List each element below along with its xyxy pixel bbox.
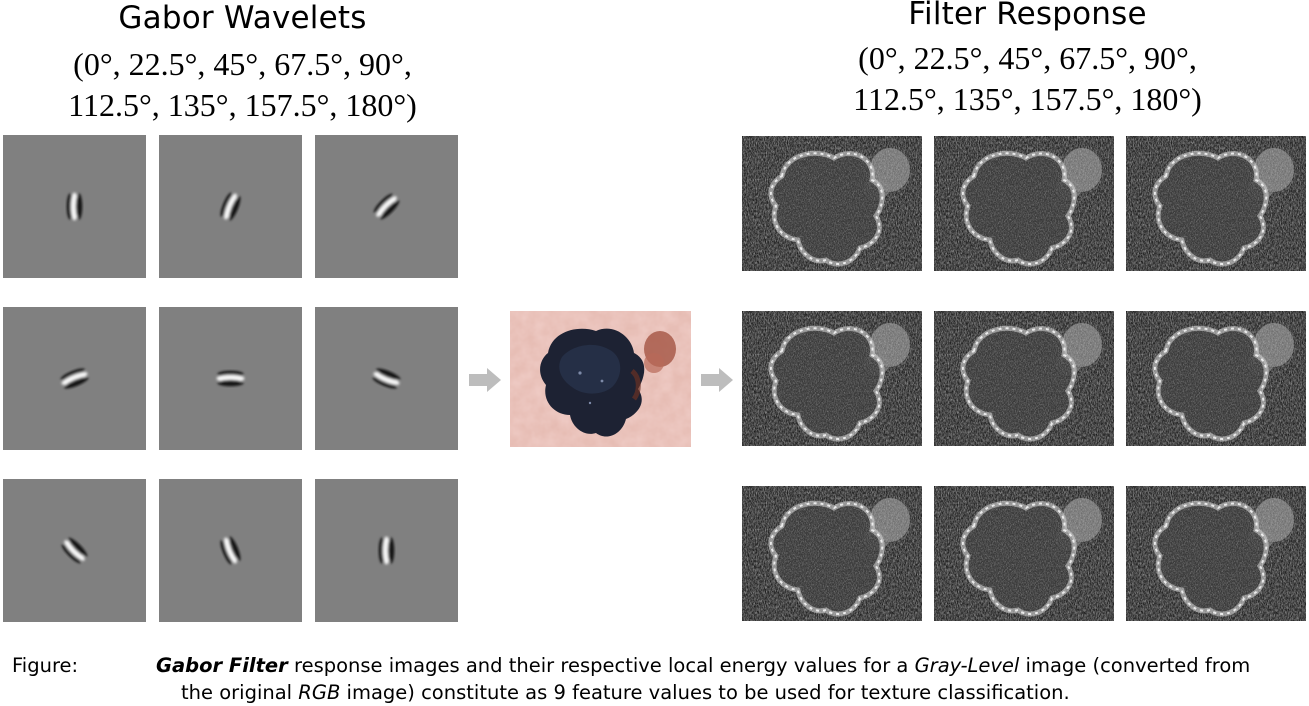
caption-emph-gray-level: Gray-Level [914, 654, 1020, 677]
gabor-kernel-tile [315, 307, 458, 450]
response-title: Filter Response [908, 0, 1147, 32]
response-angles-line2: 112.5°, 135°, 157.5°, 180°) [853, 81, 1202, 117]
figure-caption-label: Figure: [12, 654, 79, 677]
caption-text: the original [181, 681, 299, 704]
filter-response-tile [934, 136, 1114, 271]
figure-caption-line2: the original RGB image) constitute as 9 … [181, 679, 1070, 706]
gabor-kernel-tile [3, 135, 146, 278]
response-angles-line1: (0°, 22.5°, 45°, 67.5°, 90°, [858, 40, 1197, 76]
filter-response-tile [1126, 136, 1306, 271]
filter-response-tile [742, 311, 922, 446]
filter-response-tile [934, 486, 1114, 621]
wavelets-title: Gabor Wavelets [118, 0, 367, 36]
caption-emph-rgb: RGB [298, 681, 341, 704]
caption-emph-gabor-filter: Gabor Filter [156, 654, 288, 677]
wavelets-angles-line1: (0°, 22.5°, 45°, 67.5°, 90°, [73, 46, 412, 82]
caption-text: image) constitute as 9 feature values to… [340, 681, 1070, 704]
gabor-kernel-tile [159, 307, 302, 450]
gabor-kernel-tile [159, 135, 302, 278]
filter-response-tile [742, 486, 922, 621]
filter-response-tile [742, 136, 922, 271]
gabor-kernel-tile [3, 307, 146, 450]
arrow-right-icon [701, 368, 733, 392]
filter-response-tile [934, 311, 1114, 446]
gabor-kernel-tile [159, 479, 302, 622]
caption-text: response images and their respective loc… [287, 654, 915, 677]
gabor-kernel-tile [3, 479, 146, 622]
gabor-kernel-tile [315, 479, 458, 622]
caption-text: image (converted from [1019, 654, 1251, 677]
figure-caption-line1: Gabor Filter response images and their r… [156, 652, 1250, 679]
filter-response-tile [1126, 486, 1306, 621]
filter-response-tile [1126, 311, 1306, 446]
lesion-rgb-image [510, 311, 691, 447]
arrow-right-icon [469, 368, 501, 392]
wavelets-angles-line2: 112.5°, 135°, 157.5°, 180°) [68, 87, 417, 123]
gabor-kernel-tile [315, 135, 458, 278]
